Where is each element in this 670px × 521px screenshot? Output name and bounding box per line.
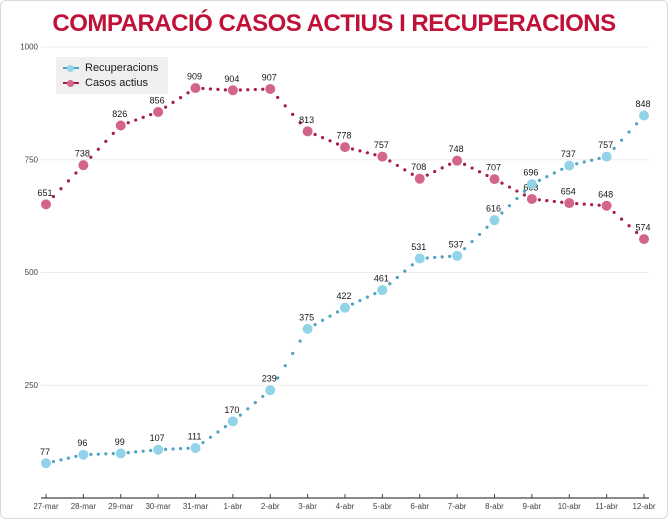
svg-text:107: 107 [150,433,165,443]
svg-text:422: 422 [336,291,351,301]
svg-text:27-mar: 27-mar [33,502,59,511]
svg-text:3-abr: 3-abr [298,502,317,511]
svg-text:7-abr: 7-abr [448,502,467,511]
svg-text:4-abr: 4-abr [336,502,355,511]
legend-label-casos-actius: Casos actius [85,77,148,89]
svg-text:77: 77 [40,447,50,457]
svg-text:648: 648 [598,189,613,199]
svg-text:654: 654 [561,187,576,197]
svg-text:1000: 1000 [20,43,38,52]
svg-text:31-mar: 31-mar [183,502,209,511]
svg-text:1-abr: 1-abr [224,502,243,511]
svg-text:778: 778 [336,131,351,141]
svg-text:5-abr: 5-abr [373,502,392,511]
legend-dot-icon [67,64,74,72]
legend-dot-icon [67,79,74,87]
svg-text:9-abr: 9-abr [523,502,542,511]
svg-text:29-mar: 29-mar [108,502,134,511]
svg-text:757: 757 [598,140,613,150]
svg-text:111: 111 [188,431,202,441]
svg-text:907: 907 [262,72,277,82]
svg-text:826: 826 [112,109,127,119]
svg-text:461: 461 [374,274,389,284]
svg-text:748: 748 [449,144,464,154]
svg-text:30-mar: 30-mar [145,502,171,511]
svg-text:8-abr: 8-abr [485,502,504,511]
svg-text:2-abr: 2-abr [261,502,280,511]
svg-text:170: 170 [224,405,239,415]
svg-text:500: 500 [25,268,39,277]
svg-text:696: 696 [523,168,538,178]
svg-text:848: 848 [635,99,650,109]
svg-text:6-abr: 6-abr [410,502,429,511]
legend-label-recuperacions: Recuperacions [85,62,159,74]
svg-text:651: 651 [37,188,52,198]
svg-text:904: 904 [224,74,239,84]
svg-text:909: 909 [187,72,202,82]
chart-title: COMPARACIÓ CASOS ACTIUS I RECUPERACIONS [52,10,616,37]
svg-text:12-abr: 12-abr [632,502,655,511]
svg-text:856: 856 [150,95,165,105]
svg-text:750: 750 [25,155,39,164]
svg-text:239: 239 [262,374,277,384]
svg-text:99: 99 [115,437,125,447]
svg-text:250: 250 [25,381,39,390]
svg-text:708: 708 [411,162,426,172]
svg-text:616: 616 [486,204,501,214]
svg-text:813: 813 [299,115,314,125]
casos-actius-line-marker-icon [63,79,79,88]
svg-text:757: 757 [374,140,389,150]
svg-text:537: 537 [449,239,464,249]
svg-text:574: 574 [635,223,650,233]
svg-text:531: 531 [411,242,426,252]
svg-text:28-mar: 28-mar [71,502,97,511]
svg-text:10-abr: 10-abr [558,502,581,511]
svg-text:96: 96 [77,438,87,448]
legend-item-recuperacions: Recuperacions [63,61,158,75]
legend-item-casos-actius: Casos actius [63,76,158,90]
svg-text:11-abr: 11-abr [595,502,618,511]
legend: Recuperacions Casos actius [56,57,169,94]
recuperacions-line-marker-icon [63,64,79,73]
svg-text:738: 738 [75,149,90,159]
svg-text:707: 707 [486,163,501,173]
svg-text:737: 737 [561,149,576,159]
svg-text:375: 375 [299,312,314,322]
